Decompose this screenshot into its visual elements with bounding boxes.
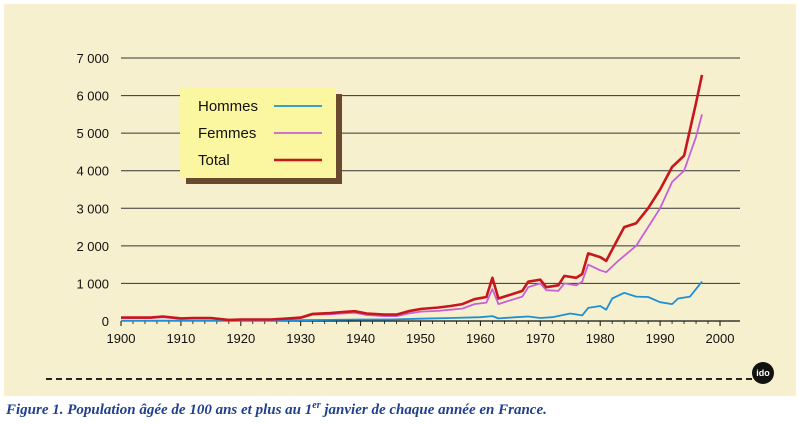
x-tick-label: 1900 (107, 331, 136, 346)
dashed-separator (46, 378, 752, 380)
logo-text: ido (756, 368, 770, 378)
x-tick-label: 1950 (406, 331, 435, 346)
legend-label-hommes: Hommes (198, 98, 258, 115)
caption-prefix: Figure 1. Population âgée de 100 ans et … (6, 402, 313, 418)
x-tick-label: 1910 (166, 331, 195, 346)
caption-sup: er (312, 400, 321, 411)
x-tick-label: 1960 (466, 331, 495, 346)
y-tick-label: 2 000 (76, 239, 109, 254)
x-tick-label: 1940 (346, 331, 375, 346)
y-tick-label: 1 000 (76, 276, 109, 291)
y-tick-label: 7 000 (76, 51, 109, 66)
x-tick-label: 1980 (586, 331, 615, 346)
legend-label-femmes: Femmes (198, 125, 256, 142)
population-chart: 0 1 000 2 000 3 000 4 000 5 000 6 000 7 000 1900… (76, 51, 740, 346)
x-tick-label: 1990 (646, 331, 675, 346)
y-tick-label: 6 000 (76, 89, 109, 104)
y-tick-label: 5 000 (76, 126, 109, 141)
y-tick-label: 4 000 (76, 164, 109, 179)
y-tick-label: 3 000 (76, 201, 109, 216)
legend-label-total: Total (198, 152, 230, 169)
x-tick-label: 2000 (706, 331, 735, 346)
x-tick-label: 1920 (226, 331, 255, 346)
figure-caption: Figure 1. Population âgée de 100 ans et … (6, 400, 796, 419)
ido-logo: ido (752, 362, 774, 384)
chart-panel: 0 1 000 2 000 3 000 4 000 5 000 6 000 7 000 1900… (4, 4, 796, 396)
series-line-total (121, 74, 704, 322)
caption-suffix: janvier de chaque année en France. (320, 402, 547, 418)
x-tick-label: 1930 (286, 331, 315, 346)
series-line-hommes (121, 281, 703, 322)
y-tick-label: 0 (102, 314, 109, 329)
x-tick-label: 1970 (526, 331, 555, 346)
